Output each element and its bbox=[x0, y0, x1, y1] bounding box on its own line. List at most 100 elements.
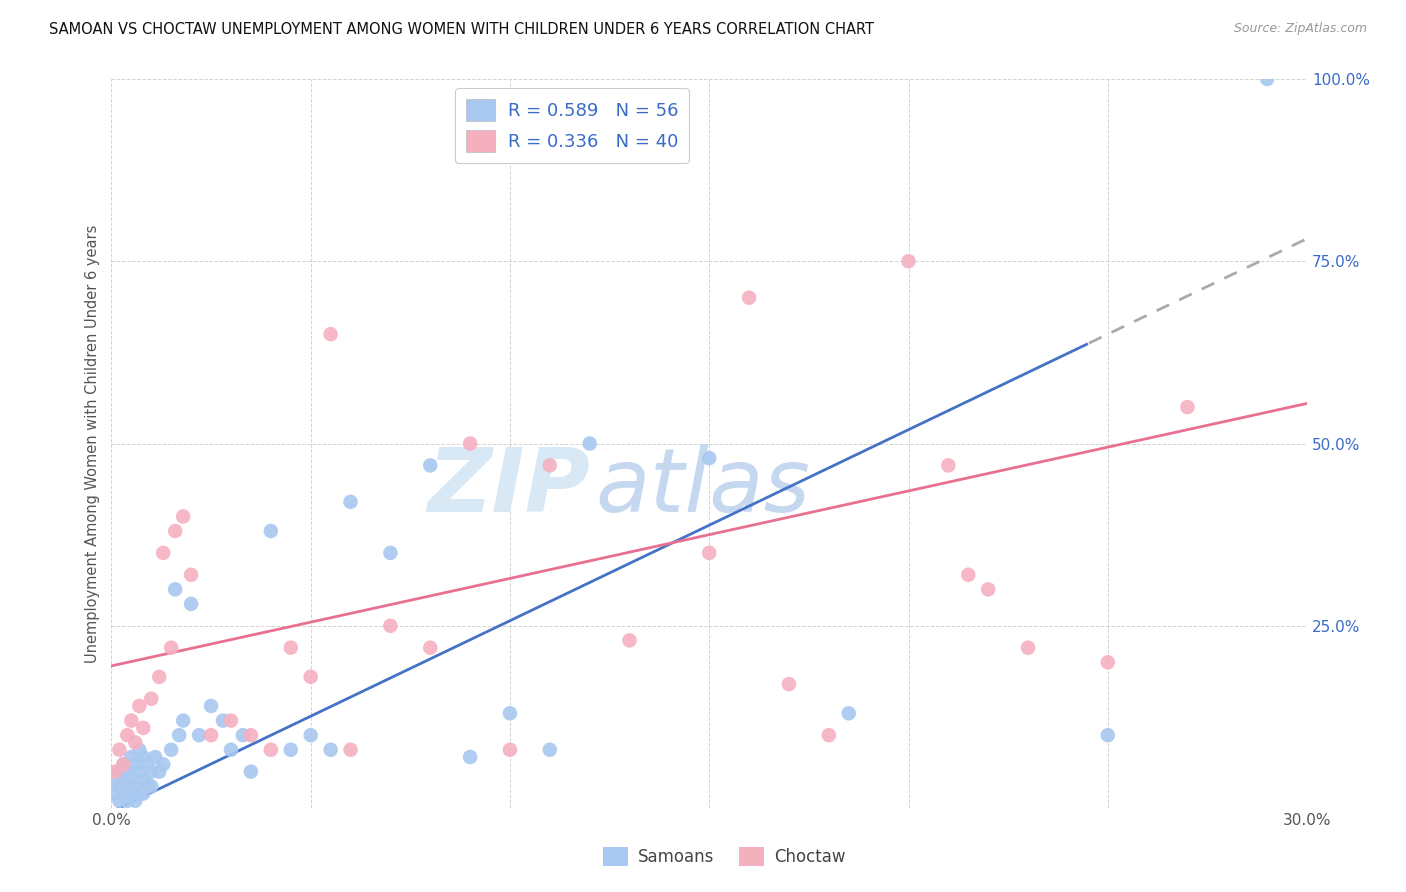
Point bbox=[141, 764, 163, 779]
Point bbox=[697, 451, 720, 466]
Point bbox=[136, 779, 159, 793]
Point bbox=[117, 794, 139, 808]
Point bbox=[619, 633, 641, 648]
Point bbox=[132, 787, 155, 801]
Point bbox=[200, 698, 222, 713]
Point bbox=[108, 764, 131, 779]
Point bbox=[458, 750, 481, 764]
Point bbox=[180, 567, 202, 582]
Point bbox=[165, 524, 187, 538]
Point bbox=[104, 764, 127, 779]
Point bbox=[938, 458, 960, 473]
Point bbox=[128, 764, 150, 779]
Point bbox=[419, 640, 441, 655]
Point bbox=[219, 714, 242, 728]
Point bbox=[380, 619, 402, 633]
Point bbox=[280, 743, 302, 757]
Point bbox=[132, 721, 155, 735]
Point bbox=[239, 764, 262, 779]
Point bbox=[128, 787, 150, 801]
Point bbox=[977, 582, 1000, 597]
Point bbox=[458, 436, 481, 450]
Point bbox=[104, 772, 127, 786]
Point bbox=[499, 743, 522, 757]
Point bbox=[117, 764, 139, 779]
Point bbox=[219, 743, 242, 757]
Point bbox=[152, 757, 174, 772]
Point bbox=[160, 743, 183, 757]
Point bbox=[143, 750, 166, 764]
Point bbox=[538, 458, 561, 473]
Point bbox=[180, 597, 202, 611]
Point bbox=[165, 582, 187, 597]
Point bbox=[200, 728, 222, 742]
Point bbox=[128, 743, 150, 757]
Point bbox=[124, 779, 146, 793]
Point bbox=[299, 728, 322, 742]
Point bbox=[239, 728, 262, 742]
Point bbox=[339, 743, 361, 757]
Point bbox=[124, 794, 146, 808]
Text: SAMOAN VS CHOCTAW UNEMPLOYMENT AMONG WOMEN WITH CHILDREN UNDER 6 YEARS CORRELATI: SAMOAN VS CHOCTAW UNEMPLOYMENT AMONG WOM… bbox=[49, 22, 875, 37]
Point bbox=[104, 787, 127, 801]
Text: Source: ZipAtlas.com: Source: ZipAtlas.com bbox=[1233, 22, 1367, 36]
Point bbox=[128, 698, 150, 713]
Point bbox=[319, 327, 342, 342]
Point bbox=[148, 764, 170, 779]
Point bbox=[117, 728, 139, 742]
Point bbox=[957, 567, 980, 582]
Point bbox=[120, 750, 142, 764]
Text: atlas: atlas bbox=[596, 444, 810, 530]
Point bbox=[136, 757, 159, 772]
Legend: R = 0.589   N = 56, R = 0.336   N = 40: R = 0.589 N = 56, R = 0.336 N = 40 bbox=[456, 88, 689, 162]
Point bbox=[117, 779, 139, 793]
Point bbox=[280, 640, 302, 655]
Point bbox=[817, 728, 839, 742]
Point bbox=[260, 524, 283, 538]
Point bbox=[148, 670, 170, 684]
Text: ZIP: ZIP bbox=[427, 444, 589, 531]
Point bbox=[1256, 72, 1278, 87]
Point bbox=[124, 735, 146, 749]
Point bbox=[319, 743, 342, 757]
Point bbox=[112, 787, 135, 801]
Point bbox=[112, 757, 135, 772]
Point bbox=[838, 706, 860, 721]
Point bbox=[124, 757, 146, 772]
Point bbox=[538, 743, 561, 757]
Point bbox=[141, 779, 163, 793]
Point bbox=[897, 254, 920, 268]
Point bbox=[778, 677, 800, 691]
Point bbox=[380, 546, 402, 560]
Point bbox=[1177, 400, 1199, 414]
Point bbox=[1097, 655, 1119, 669]
Point bbox=[172, 714, 194, 728]
Point bbox=[172, 509, 194, 524]
Point bbox=[132, 750, 155, 764]
Point bbox=[1017, 640, 1039, 655]
Point bbox=[108, 794, 131, 808]
Legend: Samoans, Choctaw: Samoans, Choctaw bbox=[596, 840, 852, 873]
Point bbox=[141, 691, 163, 706]
Point bbox=[108, 779, 131, 793]
Point bbox=[232, 728, 254, 742]
Point bbox=[339, 495, 361, 509]
Point bbox=[108, 743, 131, 757]
Point bbox=[112, 772, 135, 786]
Point bbox=[738, 291, 761, 305]
Point bbox=[152, 546, 174, 560]
Point bbox=[299, 670, 322, 684]
Point bbox=[578, 436, 600, 450]
Point bbox=[120, 772, 142, 786]
Point bbox=[120, 787, 142, 801]
Point bbox=[499, 706, 522, 721]
Point bbox=[112, 757, 135, 772]
Point bbox=[188, 728, 211, 742]
Point bbox=[1097, 728, 1119, 742]
Point bbox=[260, 743, 283, 757]
Point bbox=[212, 714, 235, 728]
Point bbox=[419, 458, 441, 473]
Point bbox=[120, 714, 142, 728]
Point bbox=[132, 772, 155, 786]
Point bbox=[160, 640, 183, 655]
